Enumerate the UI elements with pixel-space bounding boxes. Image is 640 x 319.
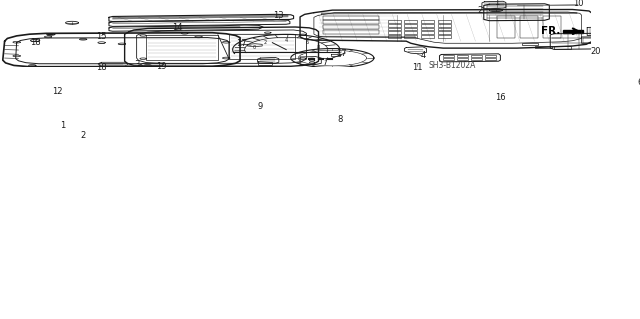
Text: 17: 17 (336, 49, 347, 58)
Bar (229, 34, 296, 59)
Text: 15: 15 (96, 33, 107, 41)
Bar (438, 35, 451, 38)
Text: 17: 17 (237, 39, 247, 48)
Bar (471, 58, 482, 60)
Text: 2: 2 (477, 6, 483, 15)
Text: SH3-B1202A: SH3-B1202A (429, 61, 476, 70)
Text: 2: 2 (264, 40, 267, 45)
Bar (563, 30, 584, 33)
Bar (522, 43, 538, 45)
Text: 12: 12 (52, 87, 63, 96)
Bar (484, 58, 496, 60)
Bar (323, 20, 378, 24)
Text: 0: 0 (253, 45, 256, 50)
Text: 20: 20 (590, 47, 601, 56)
Text: 4: 4 (285, 38, 288, 43)
Bar (457, 58, 468, 60)
Bar (443, 58, 454, 60)
Text: 11: 11 (412, 63, 422, 72)
Bar (388, 35, 401, 38)
Bar (323, 16, 378, 20)
Text: 2: 2 (81, 130, 86, 140)
Text: 14: 14 (172, 23, 182, 32)
Bar (457, 55, 468, 57)
Text: 19: 19 (156, 62, 167, 71)
Bar (404, 24, 417, 26)
Bar (438, 20, 451, 23)
Bar (323, 30, 378, 33)
Text: 8: 8 (316, 45, 319, 50)
Text: 6: 6 (637, 78, 640, 87)
Bar (421, 20, 434, 23)
Bar (536, 46, 552, 48)
Bar (388, 32, 401, 34)
Text: 9: 9 (258, 102, 263, 111)
Text: 7: 7 (323, 58, 328, 67)
Text: 16: 16 (495, 93, 506, 101)
Text: 6: 6 (305, 40, 308, 45)
Bar (404, 20, 417, 23)
Bar (404, 35, 417, 38)
Bar (543, 16, 561, 38)
Text: FR.: FR. (541, 26, 561, 36)
Bar (471, 55, 482, 57)
Bar (388, 28, 401, 30)
Text: 1: 1 (494, 0, 499, 7)
Text: 3: 3 (134, 60, 140, 69)
Text: 10: 10 (573, 0, 583, 8)
Bar (323, 25, 378, 29)
Bar (388, 24, 401, 26)
Bar (520, 16, 538, 38)
Bar (404, 32, 417, 34)
Text: 8: 8 (337, 115, 342, 124)
Bar (438, 24, 451, 26)
Text: 13: 13 (273, 11, 284, 20)
Bar (421, 35, 434, 38)
Bar (438, 32, 451, 34)
Bar (497, 16, 515, 38)
Bar (554, 47, 571, 48)
Bar (484, 55, 496, 57)
Bar (421, 24, 434, 26)
Bar (388, 20, 401, 23)
Text: 18: 18 (96, 63, 107, 72)
Bar (421, 32, 434, 34)
Bar (404, 28, 417, 30)
Text: 1: 1 (60, 121, 65, 130)
Bar (438, 28, 451, 30)
Bar (421, 28, 434, 30)
Text: 4: 4 (420, 51, 426, 60)
Text: 18: 18 (30, 38, 40, 47)
Bar (443, 55, 454, 57)
Bar (146, 35, 218, 60)
